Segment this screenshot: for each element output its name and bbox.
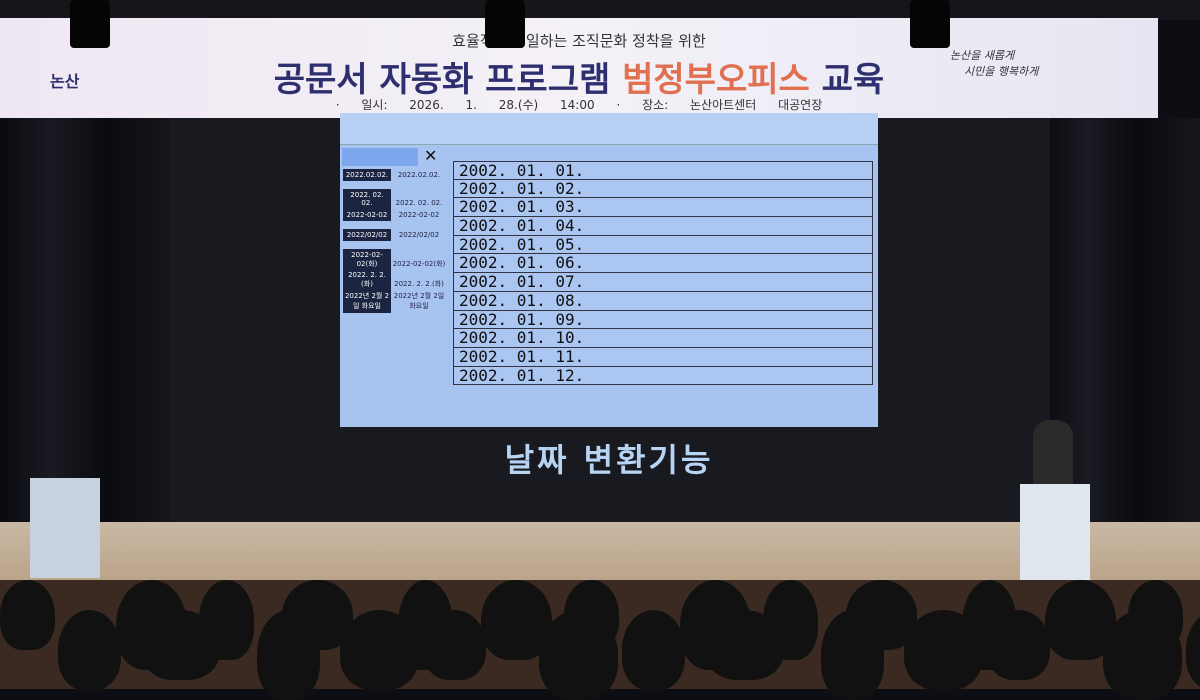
date-row: 2002. 01. 08. (453, 291, 873, 311)
date-row: 2002. 01. 11. (453, 348, 873, 367)
audience-head (58, 610, 121, 690)
date-format-option[interactable]: 2022년 2월 2일 화요일2022년 2월 2일 화요일 (343, 289, 451, 313)
projection-screen: ✕ 2022.02.02. 2022.02.02. 2022. 02. 02. 202… (340, 113, 878, 427)
date-row: 2002. 01. 12. (453, 366, 873, 386)
audience-head (423, 610, 486, 680)
date-row: 2002. 01. 09. (453, 310, 873, 330)
event-date: · 일시: 2026. 1. 28.(수) 14:00 (335, 98, 595, 112)
format-example: 2022. 02. 02. (395, 199, 443, 207)
format-tag: 2022. 02. 02. (343, 189, 391, 209)
format-tag: 2022/02/02 (343, 229, 391, 241)
left-curtain (0, 118, 175, 538)
date-row: 2002. 01. 10. (453, 329, 873, 348)
banner-title: 공문서 자동화 프로그램 범정부오피스 교육 (0, 52, 1158, 101)
ruler (340, 113, 878, 145)
format-example: 2022.02.02. (397, 171, 441, 179)
ceiling (0, 0, 1200, 20)
date-format-option[interactable]: 2022-02-02(화) 2022-02-02(화) (343, 249, 451, 271)
audience-head (622, 610, 685, 690)
panel-header (342, 148, 418, 166)
left-podium (30, 478, 100, 578)
stage-light (485, 0, 525, 48)
format-tag: 2022-02-02(화) (343, 249, 391, 271)
date-row: 2002. 01. 02. (453, 179, 873, 199)
format-tag: 2022.02.02. (343, 169, 391, 181)
audience-head (199, 580, 254, 660)
slogan-line2: 시민을 행복하게 (964, 65, 1039, 78)
event-place: · 장소: 논산아트센터 대공연장 (616, 98, 823, 112)
date-row: 2002. 01. 07. (453, 273, 873, 292)
date-row: 2002. 01. 01. (453, 161, 873, 180)
format-example: 2022/02/02 (398, 231, 440, 239)
date-row: 2002. 01. 03. (453, 198, 873, 218)
stage-light (70, 0, 110, 48)
stage-light (910, 0, 950, 48)
audience-head (987, 610, 1050, 680)
banner-info: · 일시: 2026. 1. 28.(수) 14:00 · 장소: 논산아트센터… (0, 96, 1158, 113)
nonsan-logo: 논산 (50, 72, 80, 91)
audience-head (1128, 580, 1183, 650)
format-tag: 2022. 2. 2.(화) (343, 269, 391, 291)
x-icon: ✕ (424, 146, 438, 165)
date-row: 2002. 01. 04. (453, 217, 873, 236)
title-part1: 공문서 자동화 프로그램 (273, 60, 611, 100)
format-example: 2022년 2월 2일 화요일 (393, 292, 445, 310)
event-banner: 논산 효율적으로 일하는 조직문화 정착을 위한 공문서 자동화 프로그램 범정… (0, 18, 1158, 118)
slogan-line1: 논산을 새롭게 (950, 49, 1015, 62)
slogan: 논산을 새롭게 시민을 행복하게 (950, 48, 1038, 80)
format-tag: 2022-02-02 (343, 209, 391, 221)
format-example: 2022-02-02 (398, 211, 440, 219)
date-format-option[interactable]: 2022-02-02 2022-02-02 (343, 209, 451, 225)
date-row: 2002. 01. 06. (453, 254, 873, 274)
date-row: 2002. 01. 05. (453, 235, 873, 255)
format-example: 2022-02-02(화) (392, 260, 446, 268)
format-example: 2022. 2. 2.(화) (394, 280, 444, 288)
audience-head (763, 580, 818, 660)
format-tag: 2022년 2월 2일 화요일 (343, 289, 391, 313)
date-format-option[interactable]: 2022/02/02 2022/02/02 (343, 229, 451, 245)
speaker (1033, 420, 1073, 490)
date-format-option[interactable]: 2022. 2. 2.(화) 2022. 2. 2.(화) (343, 269, 451, 291)
audience-head (564, 580, 619, 650)
title-part2: 교육 (821, 60, 885, 100)
speaker-podium (1020, 484, 1090, 582)
date-format-option[interactable]: 2022. 02. 02. 2022. 02. 02. (343, 189, 451, 209)
slide-caption: 날짜 변환기능 (504, 441, 714, 479)
audience-head (0, 580, 55, 650)
date-format-option[interactable]: 2022.02.02. 2022.02.02. (343, 169, 451, 185)
document-table: 2002. 01. 01. 2002. 01. 02. 2002. 01. 03. 2… (453, 161, 873, 388)
audience-head (1186, 610, 1200, 690)
audience (0, 580, 1200, 700)
title-highlight: 범정부오피스 (622, 60, 810, 100)
